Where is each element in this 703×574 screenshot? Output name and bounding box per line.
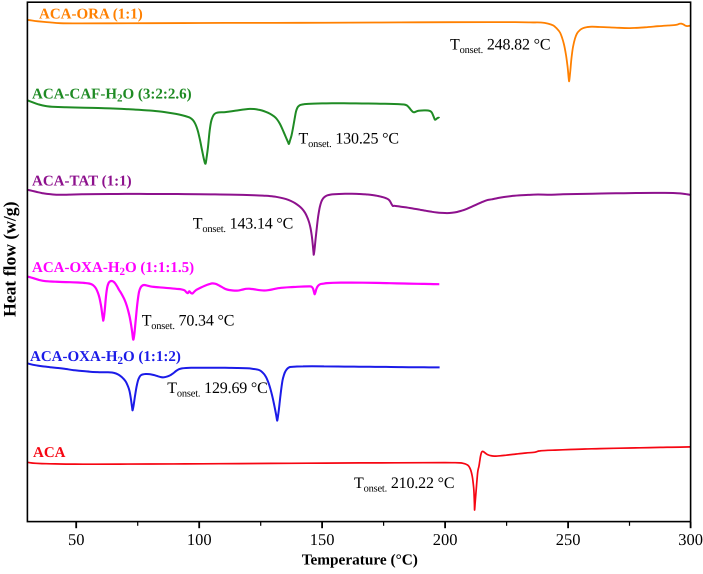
svg-text:ACA-CAF-H2O (3:2:2.6): ACA-CAF-H2O (3:2:2.6) xyxy=(32,87,192,105)
svg-text:Heat flow (w/g): Heat flow (w/g) xyxy=(0,201,20,316)
svg-text:ACA: ACA xyxy=(33,445,66,461)
svg-text:ACA-OXA-H2O (1:1:1.5): ACA-OXA-H2O (1:1:1.5) xyxy=(32,260,194,278)
svg-text:100: 100 xyxy=(187,530,212,549)
svg-text:ACA-TAT (1:1): ACA-TAT (1:1) xyxy=(32,174,132,190)
svg-text:50: 50 xyxy=(68,530,85,549)
svg-text:ACA-OXA-H2O (1:1:2): ACA-OXA-H2O (1:1:2) xyxy=(30,349,181,367)
svg-text:Temperature (°C): Temperature (°C) xyxy=(302,551,418,568)
svg-text:300: 300 xyxy=(678,530,703,549)
svg-text:200: 200 xyxy=(433,530,458,549)
svg-text:150: 150 xyxy=(310,530,335,549)
svg-text:250: 250 xyxy=(556,530,581,549)
svg-text:ACA-ORA (1:1): ACA-ORA (1:1) xyxy=(39,6,143,22)
